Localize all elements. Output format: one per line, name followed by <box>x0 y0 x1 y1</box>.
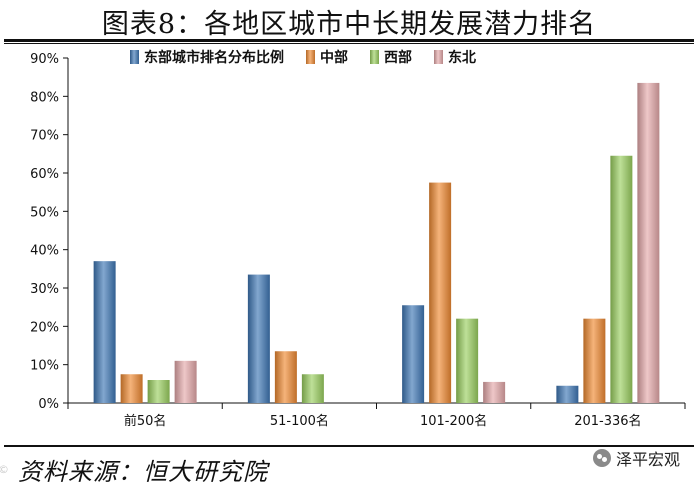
bar <box>147 380 170 403</box>
legend-label: 东北 <box>448 49 476 66</box>
wechat-badge: 泽平宏观 <box>592 447 680 469</box>
legend-label: 东部城市排名分布比例 <box>144 49 284 66</box>
legend-swatch <box>434 50 443 64</box>
page-title: 图表8：各地区城市中长期发展潜力排名 <box>101 9 597 40</box>
y-tick-label: 20% <box>30 320 59 335</box>
x-axis: 前50名 51-100名 101-200名 201-336名 <box>67 402 686 429</box>
bar <box>610 155 633 403</box>
y-tick-label: 90% <box>30 52 59 67</box>
legend-swatch <box>370 50 379 64</box>
y-tick-label: 50% <box>30 205 59 220</box>
bar <box>637 82 660 404</box>
y-tick-label: 10% <box>30 359 59 374</box>
bar <box>274 351 297 403</box>
footer-rule <box>4 445 694 447</box>
source-note: 资料来源：恒大研究院 <box>18 458 268 486</box>
y-tick-label: 80% <box>30 90 59 105</box>
legend-swatch <box>130 50 139 64</box>
y-tick-label: 0% <box>38 397 59 412</box>
bar-chart: 0% 10% 20% 30% 40% 50% 60% 70% 80% 90% 前50名 51-100… <box>30 49 686 429</box>
bar <box>301 374 324 403</box>
x-tick-label: 101-200名 <box>420 413 487 429</box>
bar <box>247 274 270 403</box>
watermark: © <box>0 463 9 476</box>
y-tick-label: 70% <box>30 129 59 144</box>
bars-group <box>93 82 660 404</box>
y-tick-label: 40% <box>30 244 59 259</box>
bar <box>456 318 479 403</box>
bar <box>583 318 606 403</box>
bar <box>483 381 506 403</box>
bar <box>120 374 143 403</box>
bar <box>93 261 116 403</box>
title-rule-thin <box>4 43 694 44</box>
bar <box>174 360 197 403</box>
wechat-icon <box>592 449 611 467</box>
legend-swatch <box>306 50 315 64</box>
x-tick-label: 51-100名 <box>270 413 329 429</box>
x-tick-label: 前50名 <box>124 413 167 429</box>
y-axis: 0% 10% 20% 30% 40% 50% 60% 70% 80% 90% <box>30 52 69 412</box>
y-tick-label: 60% <box>30 167 59 182</box>
bar <box>556 385 579 403</box>
bar <box>429 182 452 403</box>
wechat-label: 泽平宏观 <box>615 450 680 469</box>
title-rule <box>4 39 694 42</box>
y-tick-label: 30% <box>30 282 59 297</box>
legend-label: 西部 <box>384 49 412 66</box>
x-tick-label: 201-336名 <box>574 413 641 429</box>
legend-label: 中部 <box>320 49 348 66</box>
bar <box>402 305 425 403</box>
legend: 东部城市排名分布比例 中部 西部 东北 <box>130 49 476 66</box>
